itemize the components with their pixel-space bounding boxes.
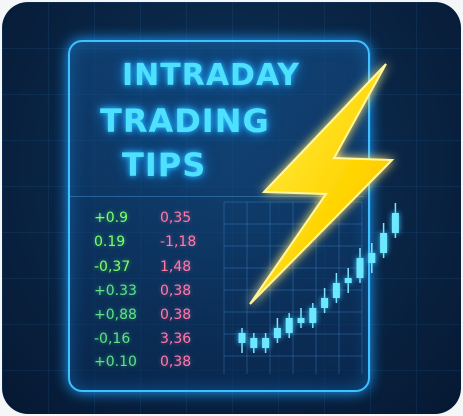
- row-5-change: +0,88: [94, 307, 137, 323]
- title-line-2: TRADING: [100, 102, 270, 140]
- candle-body: [238, 333, 246, 343]
- candle-body: [250, 338, 258, 348]
- row-3-value: 1,48: [160, 259, 192, 275]
- row-6-value: 3,36: [160, 331, 192, 347]
- row-3-change: -0,37: [94, 259, 131, 275]
- row-6-change: -0,16: [94, 331, 131, 347]
- candle-body: [297, 318, 305, 323]
- candle-body: [332, 283, 340, 298]
- row-1-change: +0.9: [94, 210, 128, 226]
- row-7-change: +0.10: [94, 354, 137, 370]
- candle-body: [391, 213, 399, 233]
- row-2-change: 0.19: [94, 234, 126, 250]
- row-5-value: 0,38: [160, 307, 192, 323]
- row-1-value: 0,35: [160, 210, 192, 226]
- bolt-shape: [249, 63, 395, 305]
- candle-body: [356, 258, 364, 278]
- candle-body: [380, 233, 388, 253]
- row-7-value: 0,38: [160, 354, 192, 370]
- panel-divider: [70, 196, 364, 197]
- title-line-3: TIPS: [122, 146, 207, 184]
- candle-body: [285, 318, 293, 333]
- candle-body: [344, 278, 352, 283]
- candle-body: [309, 308, 317, 323]
- row-2-value: -1,18: [160, 234, 197, 250]
- candles-group: [238, 203, 399, 353]
- row-4-change: +0.33: [94, 283, 137, 299]
- candle-body: [368, 253, 376, 263]
- candle-body: [321, 298, 329, 308]
- row-4-value: 0,38: [160, 283, 192, 299]
- title-line-1: INTRADAY: [122, 58, 301, 93]
- candle-body: [262, 338, 270, 348]
- candle-body: [273, 328, 281, 338]
